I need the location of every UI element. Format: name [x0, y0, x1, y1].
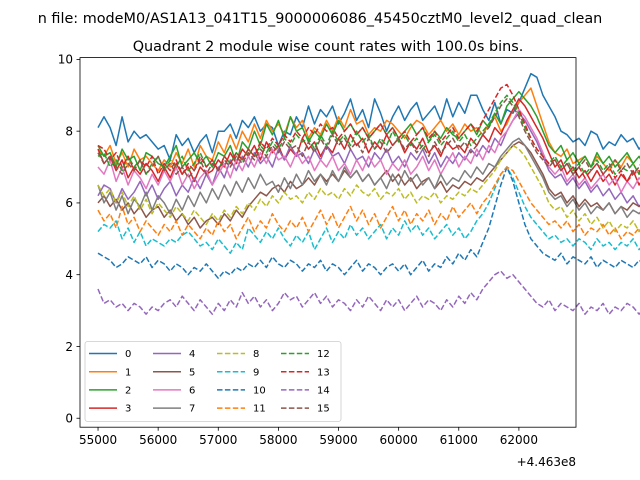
figure-suptitle: n file: modeM0/AS1A13_041T15_9000006086_…: [38, 11, 603, 27]
axes-layer: 55000 56000 57000 58000 59000 60000 61000 62000…: [58, 53, 538, 448]
x-tick-label: 56000: [139, 433, 177, 447]
y-tick-label: 2: [65, 340, 73, 354]
legend-label-13: 13: [317, 367, 330, 378]
y-tick-label: 6: [65, 196, 73, 210]
legend-label-5: 5: [189, 367, 195, 378]
series-line-8: [97, 144, 640, 233]
x-tick-label: 59000: [319, 433, 357, 447]
y-tick-label: 10: [58, 53, 73, 67]
legend-label-4: 4: [189, 349, 195, 360]
y-tick-label: 4: [65, 268, 73, 282]
x-offset-label: +4.463e8: [517, 455, 576, 469]
x-tick-label: 55000: [79, 433, 117, 447]
series-line-9: [97, 166, 640, 254]
legend-label-7: 7: [189, 404, 195, 415]
legend-label-12: 12: [317, 349, 330, 360]
series-line-12: [97, 94, 640, 175]
series-line-6: [97, 108, 640, 193]
legend-label-11: 11: [253, 404, 266, 415]
series-line-10: [97, 166, 640, 280]
y-tick-label: 0: [65, 412, 73, 426]
legend-label-1: 1: [125, 367, 131, 378]
series-line-5: [97, 141, 640, 229]
legend-label-8: 8: [253, 349, 259, 360]
legend-label-10: 10: [253, 386, 266, 397]
series-layer: [97, 72, 640, 315]
series-line-11: [97, 166, 640, 240]
chart-title: Quadrant 2 module wise count rates with …: [133, 39, 524, 55]
x-tick-label: 61000: [440, 433, 478, 447]
x-tick-label: 62000: [500, 433, 538, 447]
legend-label-15: 15: [317, 404, 330, 415]
legend-label-9: 9: [253, 367, 259, 378]
x-tick-label: 60000: [380, 433, 418, 447]
legend-label-2: 2: [125, 386, 131, 397]
series-line-14: [97, 270, 640, 315]
legend-label-14: 14: [317, 386, 330, 397]
x-tick-label: 58000: [259, 433, 297, 447]
legend-label-6: 6: [189, 386, 195, 397]
legend-label-0: 0: [125, 349, 131, 360]
plot-border: [79, 57, 577, 428]
legend-label-3: 3: [125, 404, 131, 415]
y-tick-label: 8: [65, 124, 73, 138]
legend-frame: [84, 341, 342, 422]
series-line-13: [97, 83, 640, 183]
x-tick-label: 57000: [199, 433, 237, 447]
series-line-15: [97, 98, 640, 179]
series-line-0: [97, 72, 640, 161]
series-line-7: [97, 137, 640, 219]
